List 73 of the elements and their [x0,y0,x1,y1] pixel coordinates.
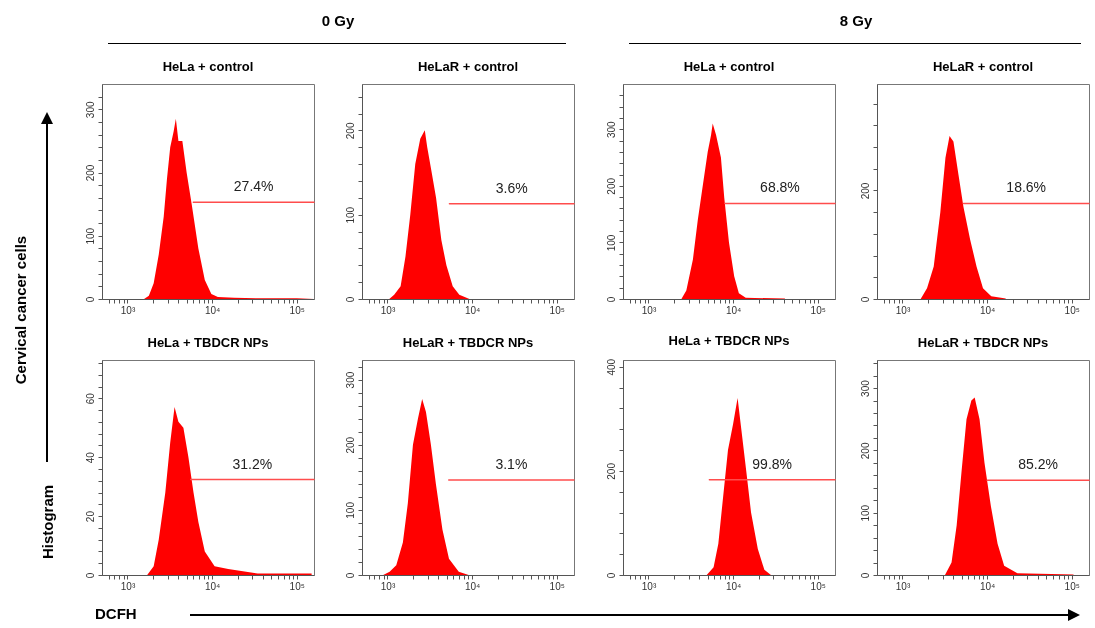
chart-title: HeLa + TBDCR NPs [668,333,790,349]
x-tick-label: 10⁵ [289,304,305,316]
x-tick-label: 10⁴ [725,580,742,592]
y-tick-label: 200 [605,462,617,480]
text: 8 Gy [838,12,874,29]
x-tick-label: 10⁴ [464,580,481,592]
series-label: 85.2% [1018,456,1058,473]
y-axis-title: Histogram [38,484,56,560]
x-tick-label: 10³ [895,580,911,592]
y-tick-label: 0 [859,572,871,579]
chart-title: HeLaR + TBDCR NPs [402,335,534,350]
y-tick-label: 100 [605,234,617,252]
chart-title: HeLaR + TBDCR NPs [917,335,1049,350]
series-label: 68.8% [760,179,800,196]
y-tick-label: 0 [84,296,96,303]
y-tick-label: 60 [84,392,96,405]
y-tick-label: 200 [344,436,356,454]
x-tick-label: 10³ [120,580,136,592]
text: 0 Gy [320,12,356,29]
x-axis-title: DCFH [95,605,137,622]
y-tick-label: 300 [344,371,356,389]
chart-title: HeLa + control [162,59,254,74]
chart-title: HeLaR + control [932,59,1034,74]
y-axis-title: Cervical cancer cells [11,235,29,385]
x-tick-label: 10³ [120,304,136,316]
x-tick-label: 10⁵ [1064,304,1080,316]
y-tick-label: 200 [605,177,617,195]
series-label: 3.1% [495,455,528,472]
x-tick-label: 10⁵ [549,580,565,592]
x-tick-label: 10⁵ [549,304,565,316]
x-tick-label: 10⁵ [810,304,826,316]
y-tick-label: 100 [859,504,871,522]
y-tick-label: 0 [605,572,617,579]
x-tick-label: 10⁴ [204,304,221,316]
y-tick-label: 40 [84,451,96,464]
series-label: 31.2% [232,455,273,472]
series-label: 3.6% [495,179,528,196]
y-tick-label: 200 [344,122,356,140]
y-tick-label: 300 [859,379,871,397]
y-tick-label: 100 [344,206,356,224]
x-tick-label: 10³ [895,304,911,316]
chart-title: HeLaR + control [417,59,519,74]
y-tick-label: 100 [344,501,356,519]
chart-title: HeLa + TBDCR NPs [147,335,269,350]
series-label: 27.4% [233,178,274,195]
y-tick-label: 0 [605,296,617,303]
y-tick-label: 200 [859,442,871,460]
x-tick-label: 10³ [380,304,396,316]
x-tick-label: 10⁴ [464,304,481,316]
y-tick-label: 0 [859,296,871,303]
x-tick-label: 10³ [380,580,396,592]
y-tick-label: 200 [859,182,871,200]
y-tick-label: 0 [344,296,356,303]
x-tick-label: 10⁴ [204,580,221,592]
y-tick-label: 0 [84,572,96,579]
series-label: 18.6% [1006,179,1047,196]
series-label: 99.8% [752,455,793,472]
x-tick-label: 10⁴ [979,580,996,592]
y-tick-label: 300 [605,120,617,139]
x-tick-label: 10³ [641,580,657,592]
x-tick-label: 10⁵ [810,580,826,592]
y-tick-label: 20 [84,510,96,523]
x-tick-label: 10⁴ [979,304,996,316]
y-tick-label: 300 [84,101,96,119]
chart-title: HeLa + control [683,59,775,74]
y-tick-label: 100 [84,227,96,245]
y-tick-label: 0 [344,572,356,579]
x-tick-label: 10⁵ [289,580,305,592]
x-tick-label: 10⁴ [725,304,742,316]
y-tick-label: 400 [605,358,617,376]
x-tick-label: 10³ [641,304,657,316]
y-tick-label: 200 [84,164,96,182]
x-tick-label: 10⁵ [1064,580,1080,592]
